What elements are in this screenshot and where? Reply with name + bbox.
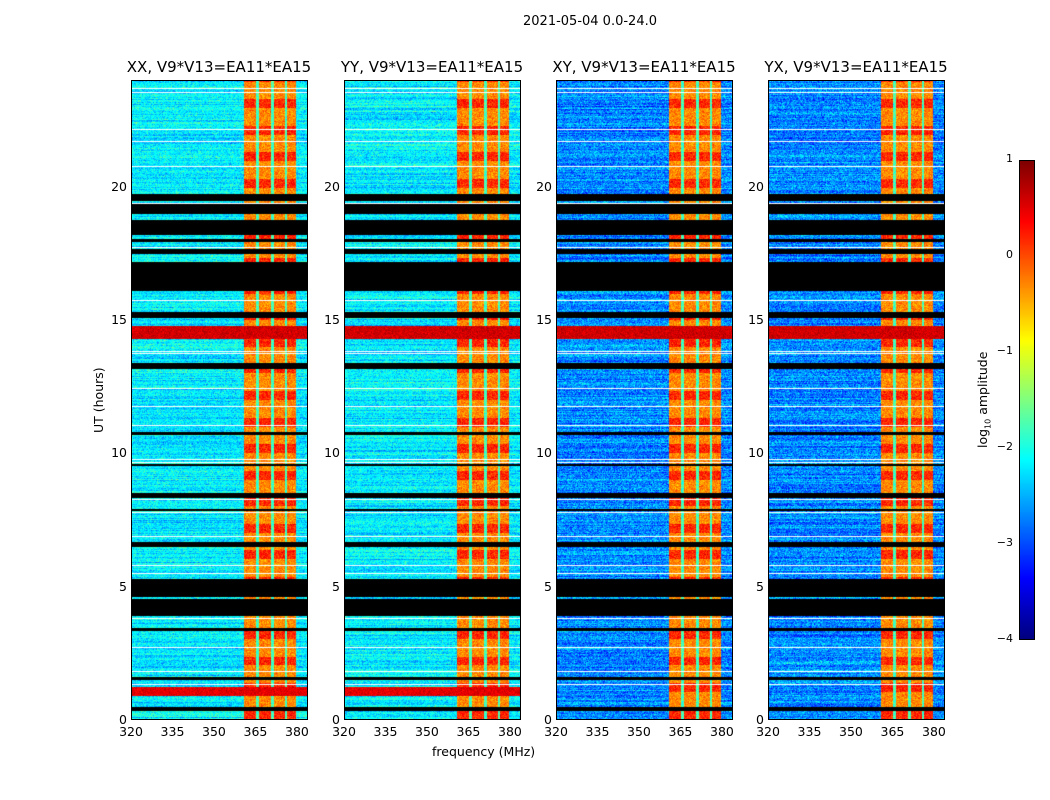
colorbar-tick-label: −1 [996,344,1013,357]
heatmap-image [557,81,732,719]
colorbar-tick-label: −4 [996,632,1013,645]
x-tick-label: 365 [243,724,268,739]
y-tick-label: 15 [748,312,764,327]
y-tick-label: 20 [324,178,340,194]
colorbar-tick-label: −3 [996,536,1013,549]
y-tick-label: 20 [536,178,552,194]
x-tick-label: 365 [880,724,905,739]
x-tick-label: 320 [119,724,143,739]
y-tick-label: 10 [111,445,127,461]
y-tick-label: 20 [111,178,127,194]
colorbar [1019,160,1035,640]
y-tick-label: 5 [332,578,340,594]
heatmap-panel-yy [344,80,521,720]
heatmap-panel-yx [768,80,945,720]
colorbar-label-sub: 10 [983,418,993,429]
heatmap-panel-xx [131,80,308,720]
x-tick-label: 350 [415,724,439,739]
colorbar-tick-label: −2 [996,440,1013,453]
colorbar-tick-label: 0 [1006,248,1013,261]
x-tick-label: 380 [498,724,522,739]
x-tick-label: 365 [456,724,481,739]
panel-title-xx: XX, V9*V13=EA11*EA15 [126,58,312,76]
panel-title-yy: YY, V9*V13=EA11*EA15 [340,58,524,76]
heatmap-image [769,81,944,719]
y-tick-label: 0 [756,712,764,727]
y-tick-label: 5 [119,578,127,594]
x-tick-label: 335 [373,724,398,739]
heatmap-image [132,81,307,719]
y-axis-label: UT (hours) [91,367,106,433]
y-tick-label: 10 [324,445,340,461]
heatmap-image [345,81,520,719]
x-tick-label: 350 [202,724,226,739]
x-tick-label: 320 [544,724,568,739]
y-tick-label: 5 [756,578,764,594]
y-tick-label: 20 [748,178,764,194]
y-tick-label: 15 [324,312,340,327]
y-tick-label: 10 [536,445,552,461]
panel-title-xy: XY, V9*V13=EA11*EA15 [552,58,736,76]
x-axis-label: frequency (MHz) [432,744,536,759]
x-tick-label: 335 [797,724,822,739]
figure-suptitle: 2021-05-04 0.0-24.0 [523,14,657,29]
x-tick-label: 320 [756,724,780,739]
heatmap-panel-xy [556,80,733,720]
y-tick-label: 0 [119,712,127,727]
panel-title-yx: YX, V9*V13=EA11*EA15 [764,58,948,76]
x-tick-label: 365 [668,724,693,739]
y-tick-label: 15 [536,312,552,327]
x-tick-label: 335 [160,724,185,739]
x-tick-label: 380 [285,724,309,739]
x-tick-label: 335 [585,724,610,739]
y-tick-label: 10 [748,445,764,461]
colorbar-label: log10 amplitude [975,352,993,448]
x-tick-label: 380 [710,724,734,739]
x-tick-label: 320 [332,724,356,739]
y-tick-label: 0 [332,712,340,727]
colorbar-label-main: log [975,428,990,448]
x-tick-label: 350 [627,724,651,739]
y-tick-label: 15 [111,312,127,327]
colorbar-tick-label: 1 [1006,152,1013,165]
x-tick-label: 380 [922,724,946,739]
colorbar-label-rest: amplitude [975,351,990,419]
y-tick-label: 0 [544,712,552,727]
x-tick-label: 350 [839,724,863,739]
y-tick-label: 5 [544,578,552,594]
